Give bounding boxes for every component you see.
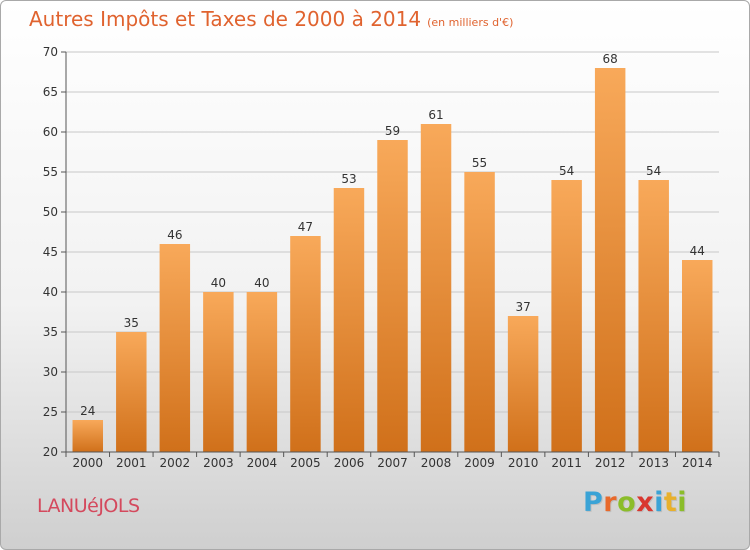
x-tick-label-2000: 2000: [72, 456, 103, 470]
data-label-2004: 40: [254, 276, 269, 290]
data-label-2006: 53: [341, 172, 356, 186]
x-tick-label-2003: 2003: [203, 456, 234, 470]
x-tick-label-2009: 2009: [464, 456, 495, 470]
bar-2013[interactable]: [638, 180, 669, 452]
y-tick-label: 30: [43, 365, 58, 379]
commune-name: LANUéJOLS: [37, 495, 140, 517]
logo-letter: x: [636, 487, 655, 518]
x-tick-label-2010: 2010: [508, 456, 539, 470]
x-tick-label-2004: 2004: [247, 456, 278, 470]
x-tick-label-2006: 2006: [334, 456, 365, 470]
data-label-2001: 35: [124, 316, 139, 330]
bar-2012[interactable]: [594, 68, 626, 452]
data-label-2008: 61: [428, 108, 443, 122]
bar-2004[interactable]: [246, 292, 278, 452]
data-label-2009: 55: [472, 156, 487, 170]
bar-layer: 24 35 46 40 40 47 53 59 61 55 37 54 68 54 44: [72, 52, 713, 452]
bar-2011[interactable]: [551, 180, 582, 452]
data-label-2010: 37: [515, 300, 530, 314]
logo-letter: t: [663, 487, 678, 518]
bar-2006[interactable]: [333, 188, 365, 452]
y-tick-label: 45: [43, 245, 58, 259]
title-row: Autres Impôts et Taxes de 2000 à 2014 (en…: [29, 7, 513, 31]
bar-2009[interactable]: [464, 172, 495, 452]
y-tick-label: 40: [43, 285, 58, 299]
y-tick-label: 35: [43, 325, 58, 339]
data-label-2003: 40: [211, 276, 226, 290]
logo-letter: o: [617, 487, 637, 518]
data-label-2012: 68: [603, 52, 618, 66]
x-tick-label-2002: 2002: [160, 456, 191, 470]
bar-2008[interactable]: [420, 124, 452, 452]
data-label-2002: 46: [167, 228, 182, 242]
bar-2007[interactable]: [377, 140, 408, 452]
axis-layer: 20 25 30 35 40 45 50 55 60 65 70 2000 2001 2002 2003 20…: [43, 45, 720, 470]
bar-2010[interactable]: [507, 316, 539, 452]
bar-2003[interactable]: [203, 292, 234, 452]
chart-title: Autres Impôts et Taxes de 2000 à 2014: [29, 7, 422, 31]
x-tick-label-2011: 2011: [551, 456, 582, 470]
data-label-2007: 59: [385, 124, 400, 138]
data-label-2000: 24: [80, 404, 95, 418]
logo-letter: P: [583, 487, 604, 518]
logo-letter: i: [677, 487, 688, 518]
y-tick-label: 50: [43, 205, 58, 219]
x-tick-label-2013: 2013: [638, 456, 669, 470]
x-tick-label-2005: 2005: [290, 456, 321, 470]
data-label-2005: 47: [298, 220, 313, 234]
data-label-2013: 54: [646, 164, 661, 178]
y-tick-label: 20: [43, 445, 58, 459]
bar-2001[interactable]: [116, 332, 147, 452]
bar-2000[interactable]: [72, 420, 104, 452]
bar-2005[interactable]: [290, 236, 321, 452]
y-tick-label: 65: [43, 85, 58, 99]
y-tick-label: 55: [43, 165, 58, 179]
x-tick-label-2008: 2008: [421, 456, 452, 470]
bar-2002[interactable]: [159, 244, 191, 452]
logo-letter: i: [654, 487, 664, 518]
data-label-2011: 54: [559, 164, 574, 178]
x-tick-label-2001: 2001: [116, 456, 147, 470]
data-label-2014: 44: [690, 244, 705, 258]
x-tick-label-2007: 2007: [377, 456, 408, 470]
bar-2014[interactable]: [681, 260, 713, 452]
x-tick-label-2014: 2014: [682, 456, 713, 470]
proxiti-logo[interactable]: Proxiti: [583, 487, 687, 518]
y-tick-label: 60: [43, 125, 58, 139]
chart-subtitle: (en milliers d'€): [427, 16, 514, 29]
y-tick-label: 70: [43, 45, 58, 59]
y-tick-label: 25: [43, 405, 58, 419]
logo-letter: r: [603, 487, 618, 518]
x-tick-label-2012: 2012: [595, 456, 626, 470]
